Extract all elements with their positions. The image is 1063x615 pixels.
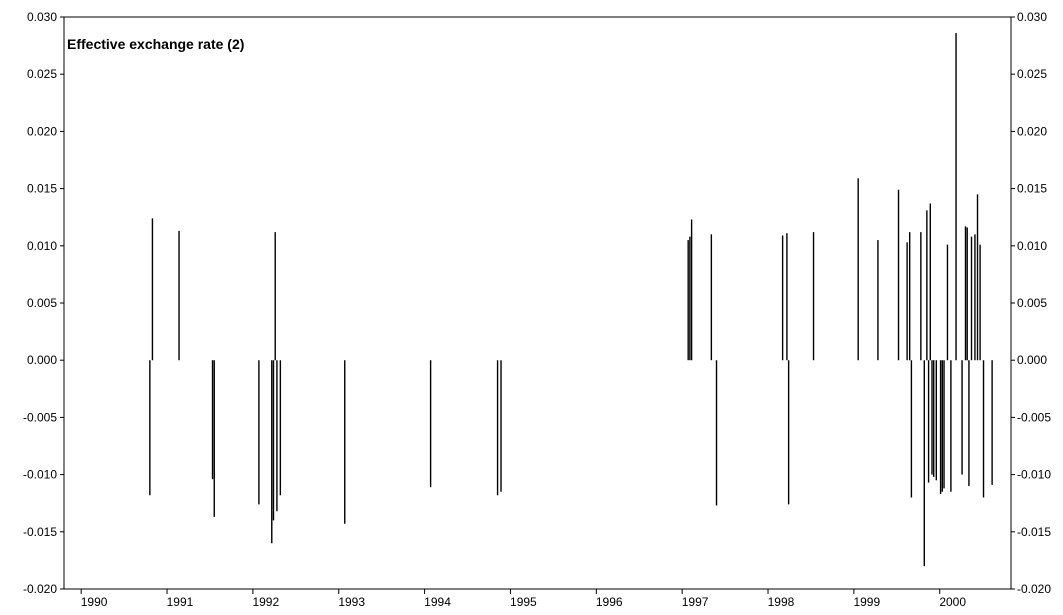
y-tick-label-left: 0.025 — [27, 67, 57, 81]
y-tick-label-left: 0.010 — [27, 239, 57, 253]
x-tick-label: 1992 — [252, 595, 279, 609]
y-tick-label-right: -0.020 — [1017, 582, 1051, 596]
x-tick-label: 1993 — [338, 595, 365, 609]
x-tick-label: 1996 — [596, 595, 623, 609]
y-axis-left: 0.030 0.025 0.020 0.015 0.010 0.005 0.000 -0.00… — [23, 10, 64, 596]
y-tick-label-right: -0.010 — [1017, 468, 1051, 482]
y-axis-right: 0.030 0.025 0.020 0.015 0.010 0.005 0.000 -0.00… — [1011, 10, 1051, 596]
y-tick-label-left: -0.005 — [23, 410, 57, 424]
y-tick-label-left: 0.020 — [27, 124, 57, 138]
y-tick-label-right: 0.010 — [1017, 239, 1047, 253]
x-tick-label: 1995 — [510, 595, 537, 609]
x-tick-label: 1999 — [853, 595, 880, 609]
y-tick-label-right: -0.005 — [1017, 410, 1051, 424]
x-tick-label: 1994 — [424, 595, 451, 609]
y-tick-label-right: -0.015 — [1017, 525, 1051, 539]
y-tick-label-right: 0.030 — [1017, 10, 1047, 24]
x-tick-label: 1998 — [768, 595, 795, 609]
x-tick-label: 2000 — [939, 595, 966, 609]
y-tick-label-right: 0.025 — [1017, 67, 1047, 81]
y-tick-label-left: -0.020 — [23, 582, 57, 596]
chart-title: Effective exchange rate (2) — [67, 36, 244, 52]
x-tick-label: 1997 — [682, 595, 709, 609]
y-tick-label-right: 0.020 — [1017, 124, 1047, 138]
x-tick-label: 1990 — [81, 595, 108, 609]
x-tick-label: 1991 — [167, 595, 194, 609]
y-tick-label-left: -0.015 — [23, 525, 57, 539]
y-tick-label-left: 0.015 — [27, 182, 57, 196]
y-tick-label-left: -0.010 — [23, 468, 57, 482]
y-tick-label-right: 0.005 — [1017, 296, 1047, 310]
y-tick-label-left: 0.000 — [27, 353, 57, 367]
y-tick-label-right: 0.015 — [1017, 182, 1047, 196]
x-axis: 1990 1991 1992 1993 1994 1995 1996 1997 1998 1999… — [80, 589, 966, 609]
y-tick-label-left: 0.030 — [27, 10, 57, 24]
plot-area-frame — [63, 16, 1012, 590]
y-tick-label-right: 0.000 — [1017, 353, 1047, 367]
y-tick-label-left: 0.005 — [27, 296, 57, 310]
bars — [149, 33, 993, 567]
